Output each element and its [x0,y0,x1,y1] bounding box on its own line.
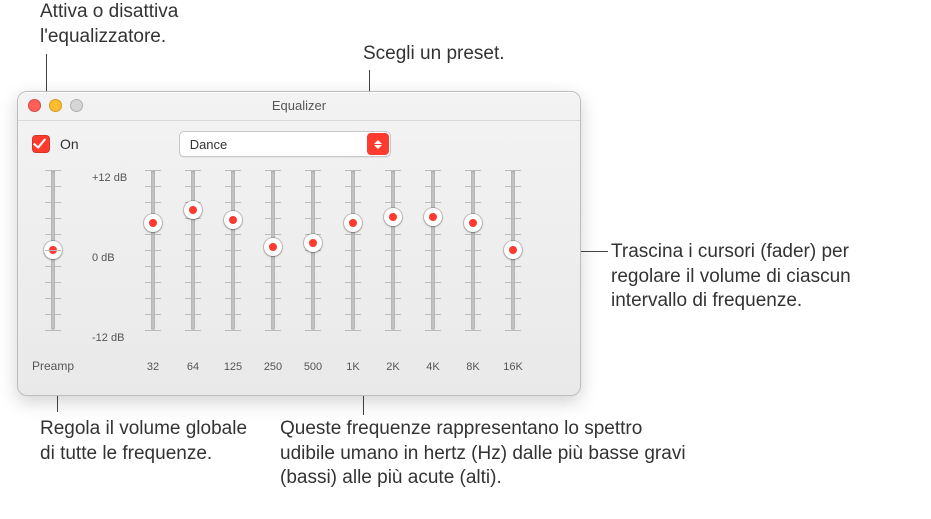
band-track[interactable] [271,170,275,330]
band-track[interactable] [231,170,235,330]
callout-preset: Scegli un preset. [363,42,583,67]
band-group: 32 64 125 250 500 1K 2K 4K 8K 16K [88,160,580,395]
band-thumb[interactable] [304,234,322,252]
band-slider-125[interactable]: 125 [216,160,250,395]
band-thumb[interactable] [384,208,402,226]
band-freq-label: 500 [296,361,330,373]
band-freq-label: 4K [416,361,450,373]
band-track[interactable] [431,170,435,330]
band-track[interactable] [391,170,395,330]
band-freq-label: 250 [256,361,290,373]
band-thumb[interactable] [224,211,242,229]
band-track[interactable] [351,170,355,330]
callout-preamp: Regola il volume globale di tutte le fre… [40,417,260,466]
band-thumb[interactable] [344,214,362,232]
band-thumb[interactable] [144,214,162,232]
band-slider-8K[interactable]: 8K [456,160,490,395]
close-icon[interactable] [28,99,41,112]
callout-toggle: Attiva o disattiva l'equalizzatore. [40,0,300,49]
preset-select[interactable]: Dance [179,131,391,157]
band-thumb[interactable] [504,241,522,259]
band-slider-500[interactable]: 500 [296,160,330,395]
leader-freqs-v [363,393,364,415]
titlebar: Equalizer [18,92,580,121]
window-title: Equalizer [272,98,326,113]
band-track[interactable] [311,170,315,330]
band-slider-32[interactable]: 32 [136,160,170,395]
band-track[interactable] [471,170,475,330]
band-freq-label: 64 [176,361,210,373]
band-freq-label: 16K [496,361,530,373]
band-slider-64[interactable]: 64 [176,160,210,395]
band-freq-label: 8K [456,361,490,373]
band-freq-label: 125 [216,361,250,373]
band-freq-label: 2K [376,361,410,373]
preset-select-value: Dance [180,137,366,152]
band-track[interactable] [511,170,515,330]
eq-on-checkbox[interactable] [32,135,50,153]
band-freq-label: 32 [136,361,170,373]
callout-freqs: Queste frequenze rappresentano lo spettr… [280,417,700,491]
band-thumb[interactable] [184,201,202,219]
callout-faders: Trascina i cursori (fader) per regolare … [611,240,921,314]
band-thumb[interactable] [424,208,442,226]
band-freq-label: 1K [336,361,370,373]
preamp-label: Preamp [18,359,88,373]
band-track[interactable] [151,170,155,330]
band-track[interactable] [191,170,195,330]
band-slider-16K[interactable]: 16K [496,160,530,395]
band-slider-4K[interactable]: 4K [416,160,450,395]
band-thumb[interactable] [264,238,282,256]
chevron-up-down-icon [367,133,389,155]
band-slider-2K[interactable]: 2K [376,160,410,395]
equalizer-window: Equalizer On Dance +12 dB 0 dB -12 dB Pr… [17,91,581,396]
band-slider-1K[interactable]: 1K [336,160,370,395]
zoom-icon [70,99,83,112]
band-slider-250[interactable]: 250 [256,160,290,395]
band-thumb[interactable] [464,214,482,232]
minimize-icon[interactable] [49,99,62,112]
eq-on-label: On [60,136,79,152]
preamp-slider[interactable] [51,170,55,330]
